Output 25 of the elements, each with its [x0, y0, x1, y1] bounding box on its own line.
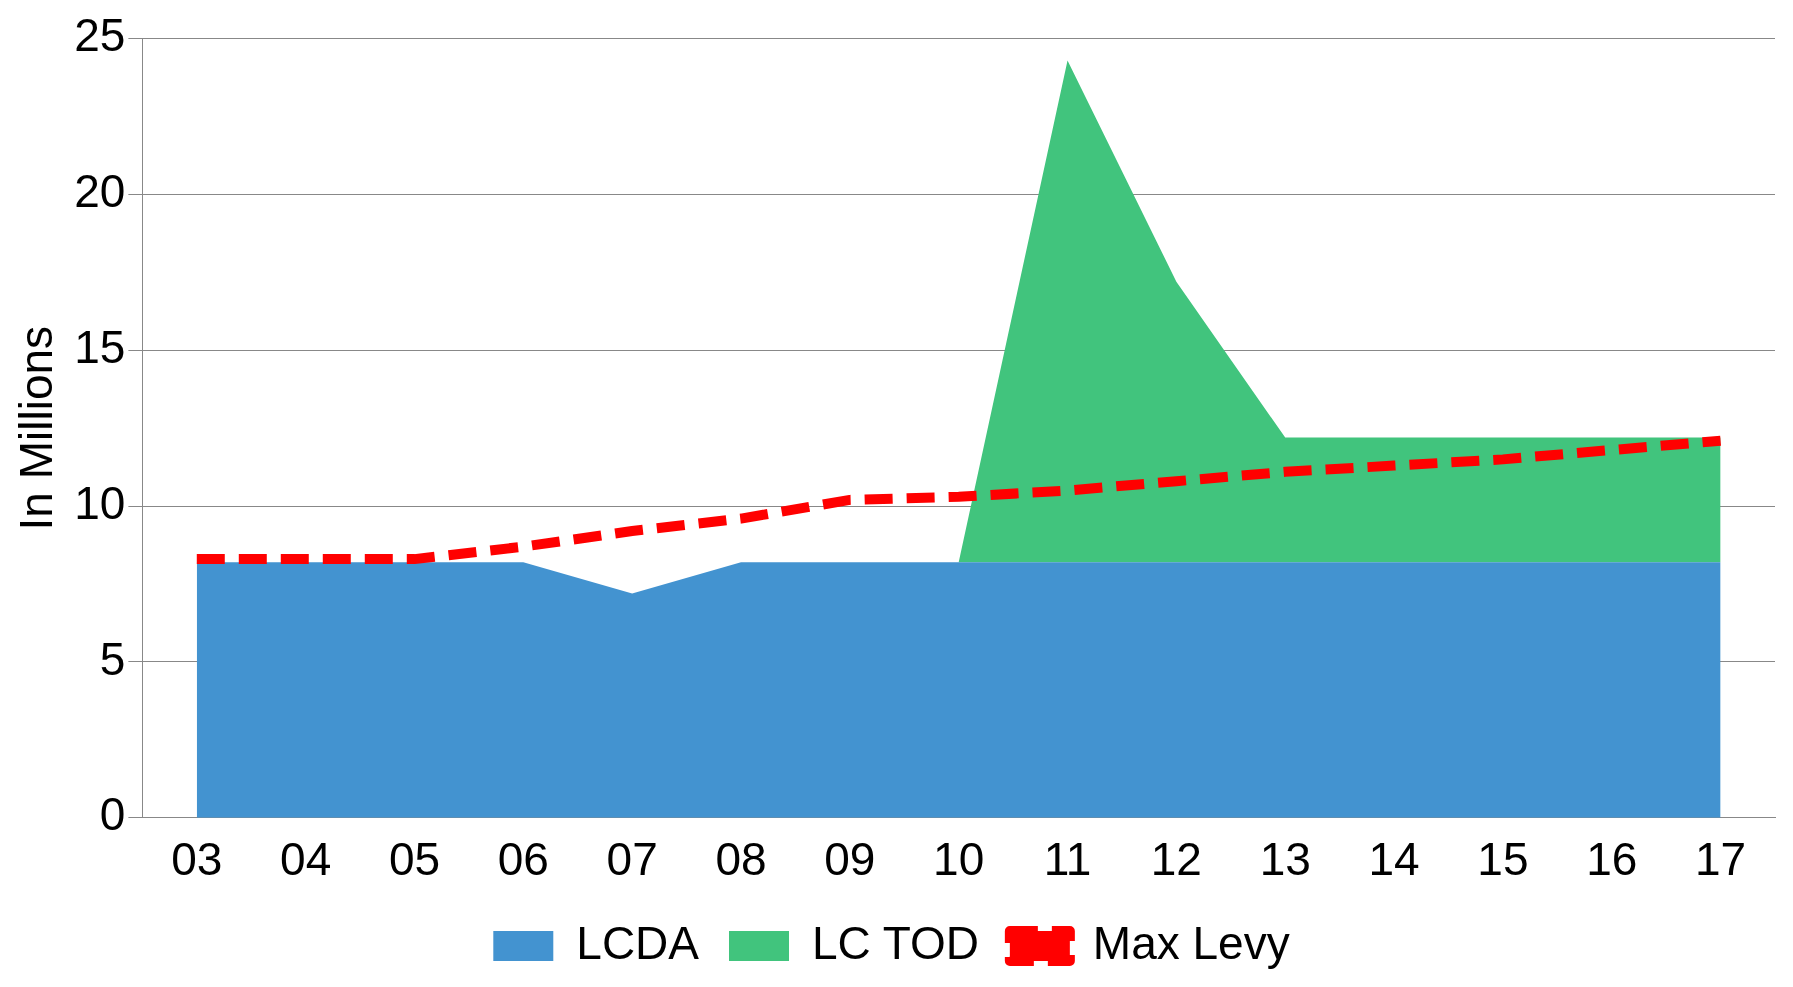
y-tick-label: 0	[99, 788, 126, 841]
y-axis-title: In Millions	[10, 325, 63, 531]
x-tick-label: 06	[497, 833, 549, 886]
x-tick-label: 08	[715, 833, 767, 886]
legend-label: LCDA	[576, 916, 700, 969]
x-tick-label: 16	[1586, 833, 1638, 886]
x-tick-label: 13	[1259, 833, 1311, 886]
x-tick-label: 05	[388, 833, 441, 886]
x-tick-label: 10	[933, 833, 985, 886]
x-tick-label: 17	[1694, 833, 1747, 886]
y-tick-label: 5	[99, 632, 126, 685]
x-tick-label: 04	[280, 833, 332, 886]
legend-label: LC TOD	[812, 916, 980, 969]
x-tick-label: 09	[824, 833, 876, 886]
x-tick-label: 11	[1043, 833, 1092, 886]
x-tick-label: 15	[1477, 833, 1529, 886]
y-tick-label: 20	[74, 165, 126, 218]
y-tick-label: 25	[74, 9, 126, 62]
y-tick-label: 15	[74, 320, 126, 373]
x-tick-label: 03	[171, 833, 223, 886]
y-tick-label: 10	[74, 476, 126, 529]
legend-label: Max Levy	[1092, 916, 1290, 969]
x-tick-label: 12	[1150, 833, 1202, 886]
x-tick-label: 14	[1368, 833, 1420, 886]
x-tick-label: 07	[606, 833, 658, 886]
